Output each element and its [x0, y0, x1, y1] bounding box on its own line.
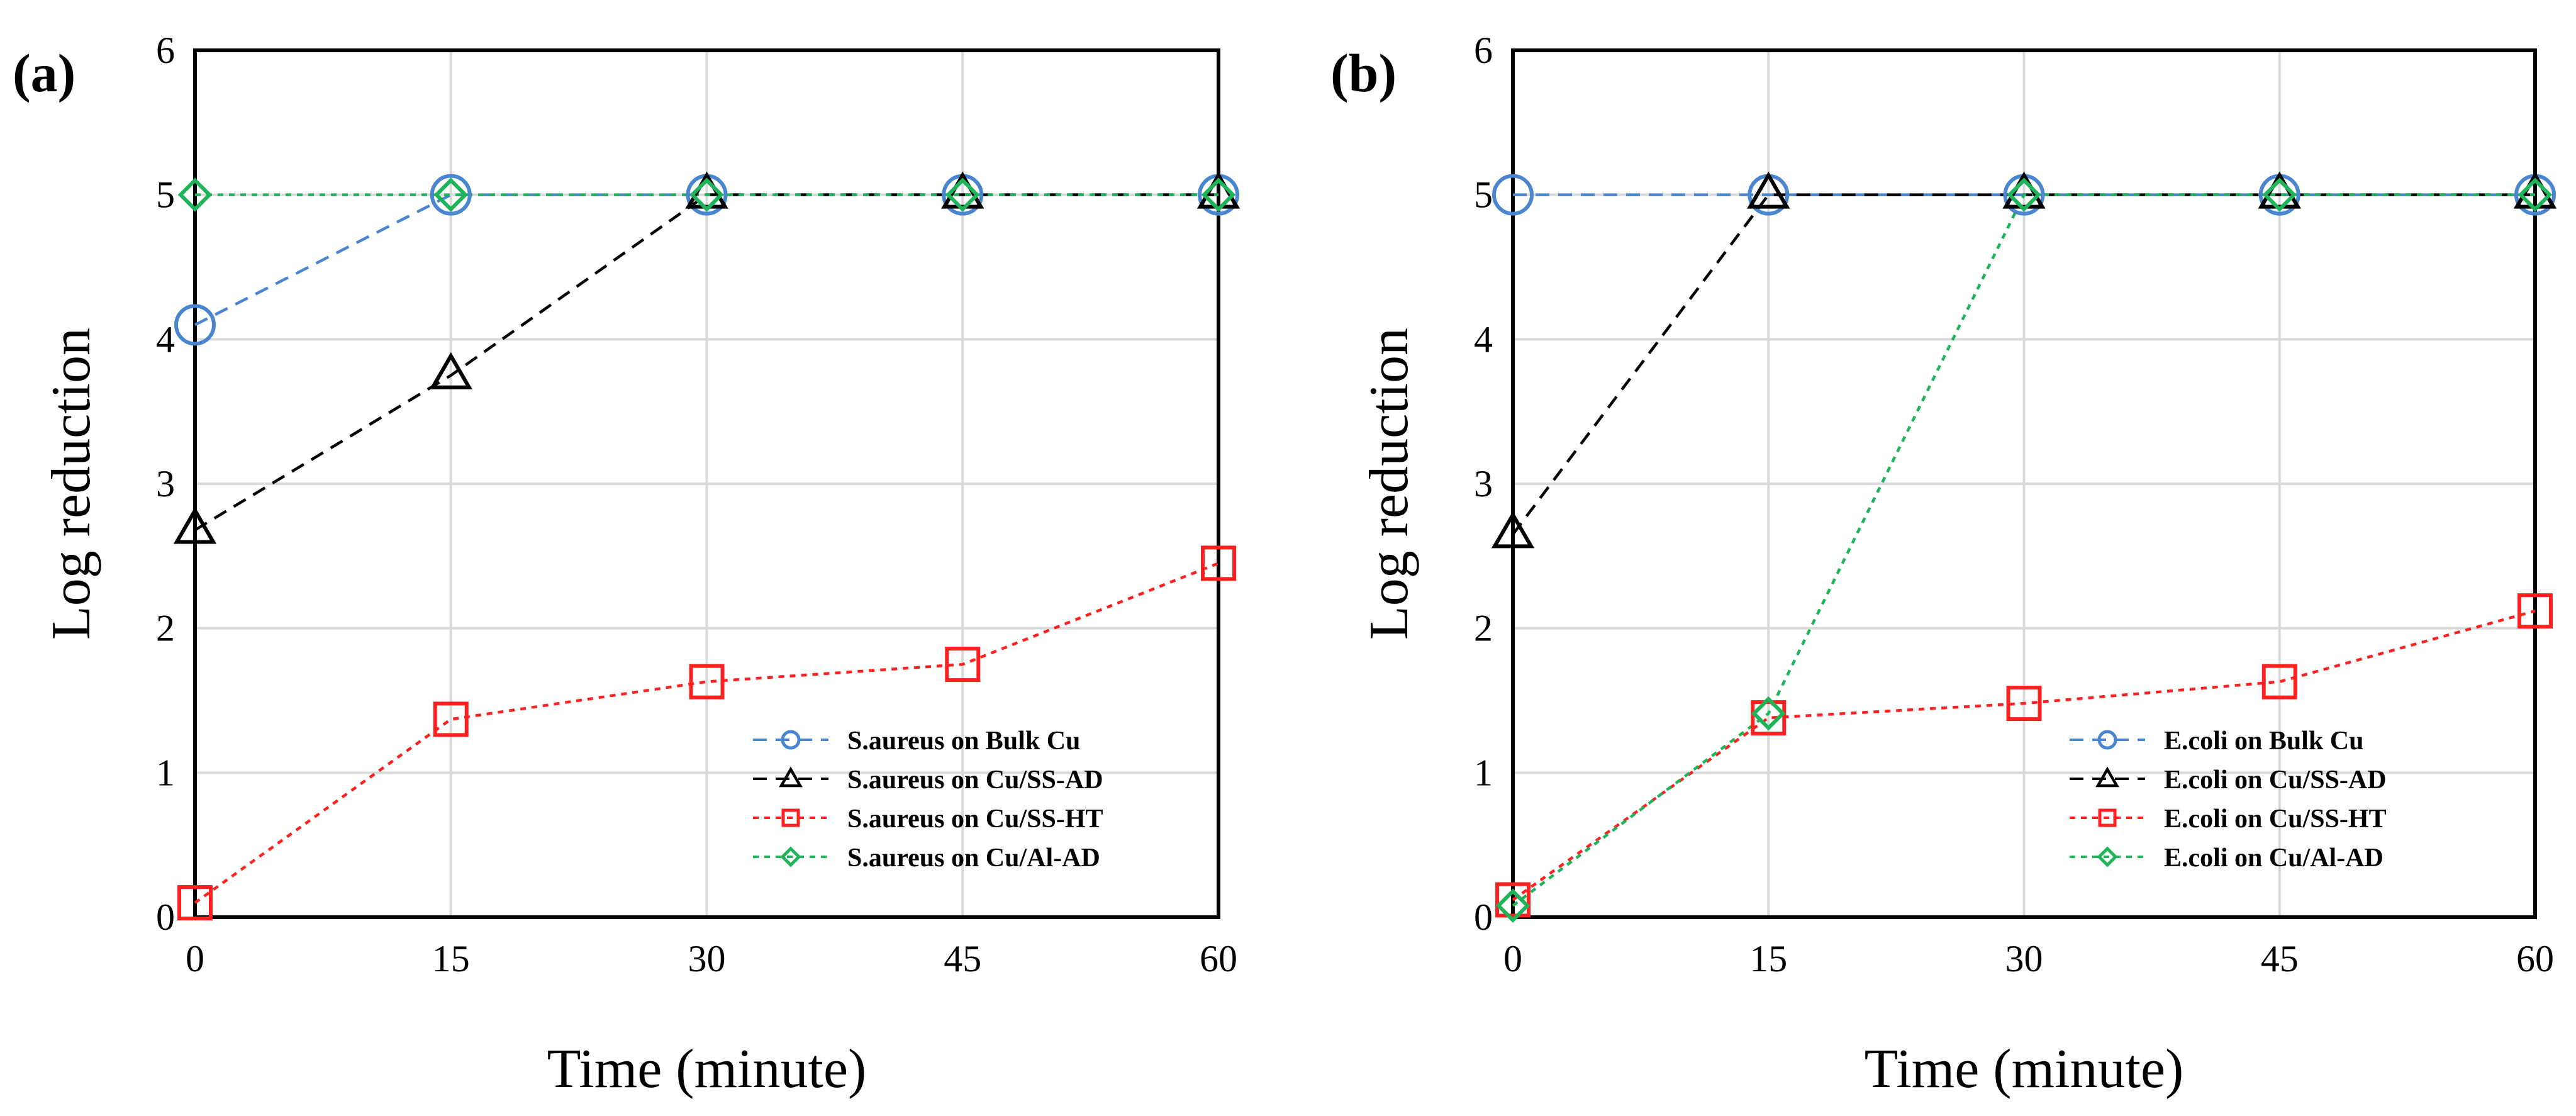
data-point-circle — [430, 174, 472, 216]
x-tick-label: 15 — [432, 938, 470, 979]
x-tick-label: 30 — [2005, 938, 2043, 979]
legend-entry: S.aureus on Cu/Al-AD — [847, 844, 1100, 873]
legend-marker-diamond — [780, 846, 801, 868]
x-tick-label: 15 — [1749, 938, 1787, 979]
x-tick-label: 0 — [186, 938, 204, 979]
data-point-diamond — [2007, 177, 2041, 212]
y-tick-label: 5 — [1474, 174, 1493, 216]
data-point-square — [1495, 882, 1531, 918]
legend-entry: S.aureus on Cu/SS-HT — [847, 805, 1103, 834]
data-point-diamond — [689, 177, 724, 212]
x-tick-label: 0 — [1503, 938, 1522, 979]
plot-frame — [193, 48, 1220, 919]
y-axis-title: Log reduction — [41, 328, 102, 640]
data-point-diamond — [433, 177, 468, 212]
panel-label: (b) — [1330, 43, 1397, 103]
y-tick-label: 6 — [156, 30, 175, 71]
legend-marker-triangle — [2095, 766, 2119, 788]
legend-entry: E.coli on Cu/Al-AD — [2164, 844, 2384, 873]
data-point-triangle — [1747, 171, 1790, 209]
y-tick-label: 2 — [156, 608, 175, 649]
legend-marker-triangle — [779, 766, 803, 788]
data-point-diamond — [1201, 177, 1236, 212]
legend-marker-diamond — [2097, 846, 2118, 868]
y-tick-label: 3 — [1474, 463, 1493, 505]
legend-marker-square — [2098, 808, 2117, 827]
y-tick-label: 1 — [156, 752, 175, 793]
data-point-diamond — [1751, 696, 1786, 731]
data-point-square — [2006, 686, 2042, 722]
data-point-diamond — [2262, 177, 2297, 212]
legend-entry: E.coli on Cu/SS-AD — [2164, 766, 2387, 795]
data-point-diamond — [177, 177, 213, 212]
plot-frame — [1511, 48, 2537, 919]
y-tick-label: 4 — [1474, 318, 1493, 360]
series-line — [1512, 193, 2535, 907]
data-point-diamond — [1495, 888, 1531, 923]
data-point-square — [2517, 593, 2553, 629]
y-tick-label: 5 — [156, 174, 175, 216]
data-point-square — [177, 885, 213, 921]
data-point-square — [2261, 664, 2297, 700]
data-point-diamond — [2517, 177, 2553, 212]
y-tick-label: 2 — [1474, 608, 1493, 649]
series-line — [1512, 609, 2536, 901]
series-line — [194, 562, 1219, 904]
y-tick-label: 6 — [1474, 30, 1493, 71]
data-point-square — [1751, 700, 1787, 736]
y-tick-label: 1 — [1474, 752, 1493, 793]
y-tick-label: 3 — [156, 463, 175, 505]
panel-label: (a) — [13, 43, 75, 103]
data-point-square — [689, 664, 725, 700]
legend-entry: E.coli on Cu/SS-HT — [2164, 805, 2387, 834]
x-axis-title: Time (minute) — [547, 1039, 867, 1100]
x-tick-label: 60 — [1200, 938, 1237, 979]
data-point-triangle — [1491, 511, 1535, 549]
y-tick-label: 4 — [156, 318, 175, 360]
data-point-triangle — [429, 352, 472, 389]
data-point-square — [945, 647, 981, 683]
legend-entry: S.aureus on Cu/SS-AD — [847, 766, 1103, 795]
x-tick-label: 60 — [2516, 938, 2554, 979]
x-axis-title: Time (minute) — [1865, 1039, 2184, 1100]
y-axis-title: Log reduction — [1359, 328, 1420, 640]
data-point-square — [433, 701, 469, 737]
legend-marker-square — [781, 808, 800, 827]
data-point-circle — [1492, 174, 1534, 216]
data-point-square — [1201, 545, 1236, 581]
x-tick-label: 45 — [944, 938, 981, 979]
legend-marker-circle — [2097, 730, 2117, 750]
legend-entry: E.coli on Bulk Cu — [2164, 727, 2363, 756]
x-tick-label: 30 — [688, 938, 726, 979]
x-tick-label: 45 — [2261, 938, 2299, 979]
y-tick-label: 0 — [1474, 896, 1493, 938]
legend-entry: S.aureus on Bulk Cu — [847, 727, 1080, 756]
data-point-circle — [174, 304, 216, 346]
legend-marker-circle — [781, 730, 801, 750]
y-tick-label: 0 — [156, 896, 175, 938]
data-point-diamond — [945, 177, 980, 212]
data-point-triangle — [173, 506, 217, 544]
